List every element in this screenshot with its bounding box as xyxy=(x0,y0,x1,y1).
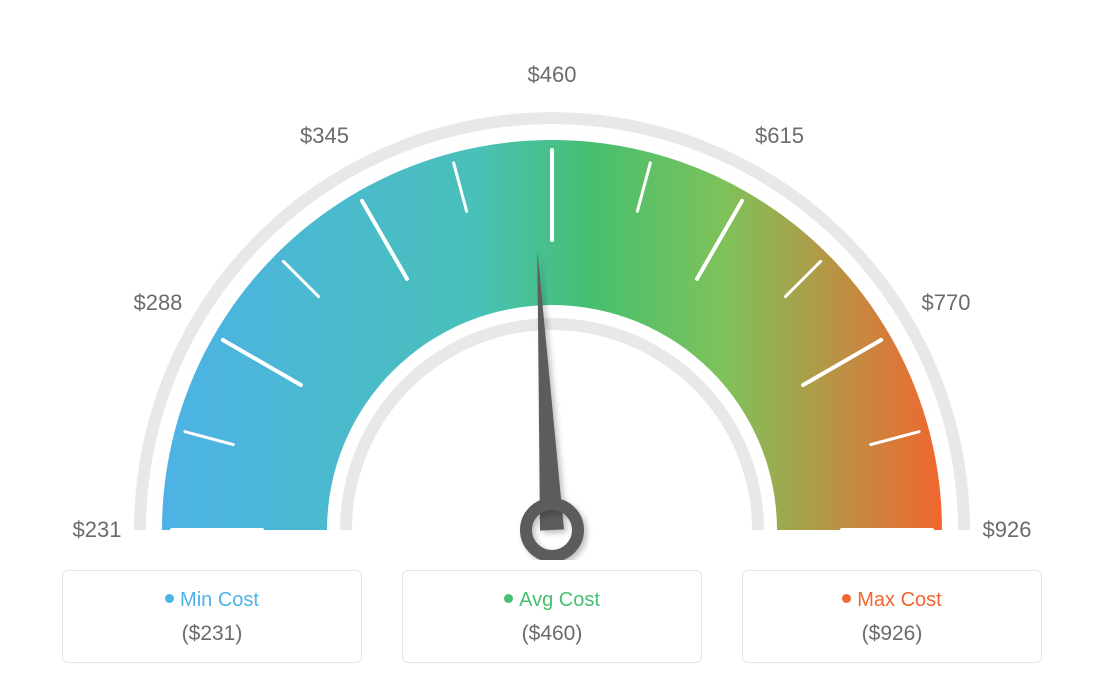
legend-title-text: Min Cost xyxy=(180,589,259,611)
legend-card-min: Min Cost ($231) xyxy=(62,570,362,663)
legend-card-max: Max Cost ($926) xyxy=(742,570,1042,663)
tick-label: $770 xyxy=(922,290,971,316)
dot-icon xyxy=(842,594,851,603)
legend-title-avg: Avg Cost xyxy=(413,589,691,612)
tick-label: $926 xyxy=(983,517,1032,543)
legend-title-text: Avg Cost xyxy=(519,589,600,611)
tick-label: $615 xyxy=(755,123,804,149)
gauge-chart: $231 $288 $345 $460 $615 $770 $926 xyxy=(0,0,1104,560)
legend-title-text: Max Cost xyxy=(857,589,941,611)
legend-value-max: ($926) xyxy=(753,622,1031,646)
legend-card-avg: Avg Cost ($460) xyxy=(402,570,702,663)
tick-label: $288 xyxy=(133,290,182,316)
dot-icon xyxy=(165,594,174,603)
legend-value-avg: ($460) xyxy=(413,622,691,646)
dot-icon xyxy=(504,594,513,603)
legend-row: Min Cost ($231) Avg Cost ($460) Max Cost… xyxy=(0,570,1104,663)
tick-label: $231 xyxy=(73,517,122,543)
tick-label: $460 xyxy=(528,62,577,88)
legend-title-min: Min Cost xyxy=(73,589,351,612)
legend-value-min: ($231) xyxy=(73,622,351,646)
tick-label: $345 xyxy=(300,123,349,149)
legend-title-max: Max Cost xyxy=(753,589,1031,612)
